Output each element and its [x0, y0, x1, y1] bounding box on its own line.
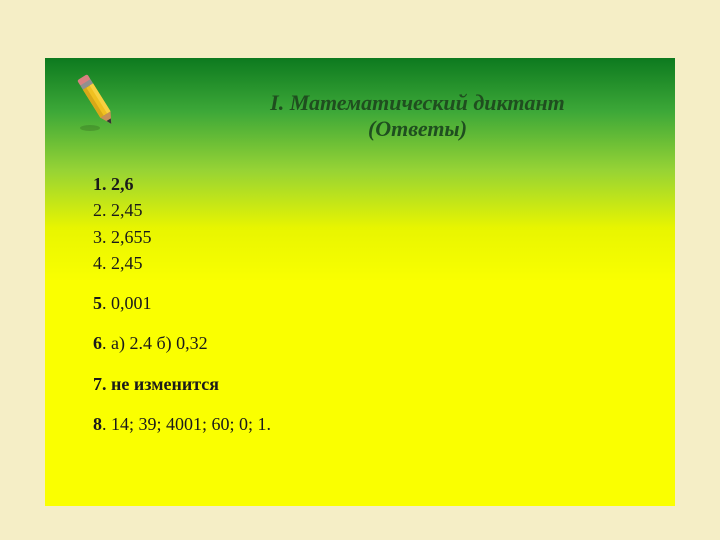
title-line-1: I. Математический диктант — [115, 90, 720, 116]
answer-value: 2,655 — [107, 227, 152, 247]
answer-value: а) 2.4 б) 0,32 — [107, 333, 208, 353]
answer-value: 2,45 — [107, 253, 143, 273]
answer-value: 2,6 — [107, 174, 134, 194]
answer-row: 7. не изменится — [93, 372, 271, 396]
answer-value: 14; 39; 4001; 60; 0; 1. — [107, 414, 272, 434]
answer-number: 3. — [93, 227, 107, 247]
answer-row: 8. 14; 39; 4001; 60; 0; 1. — [93, 412, 271, 436]
answer-value: не изменится — [107, 374, 220, 394]
answer-value: 2,45 — [107, 200, 143, 220]
answer-number: 6 — [93, 333, 102, 353]
answers-list: 1. 2,6 2. 2,45 3. 2,655 4. 2,45 5. 0,001… — [93, 172, 271, 438]
answer-row: 3. 2,655 — [93, 225, 271, 249]
answer-row: 1. 2,6 — [93, 172, 271, 196]
answer-row: 6. а) 2.4 б) 0,32 — [93, 331, 271, 355]
answer-number: 5 — [93, 293, 102, 313]
title-line-2: (Ответы) — [115, 116, 720, 142]
answer-number: 4. — [93, 253, 107, 273]
answer-number: 1. — [93, 174, 107, 194]
answer-row: 5. 0,001 — [93, 291, 271, 315]
pencil-icon — [72, 65, 122, 137]
answer-number: 8 — [93, 414, 102, 434]
answer-row: 4. 2,45 — [93, 251, 271, 275]
answer-number: 7. — [93, 374, 107, 394]
answer-row: 2. 2,45 — [93, 198, 271, 222]
answer-value: 0,001 — [107, 293, 152, 313]
answer-number: 2. — [93, 200, 107, 220]
